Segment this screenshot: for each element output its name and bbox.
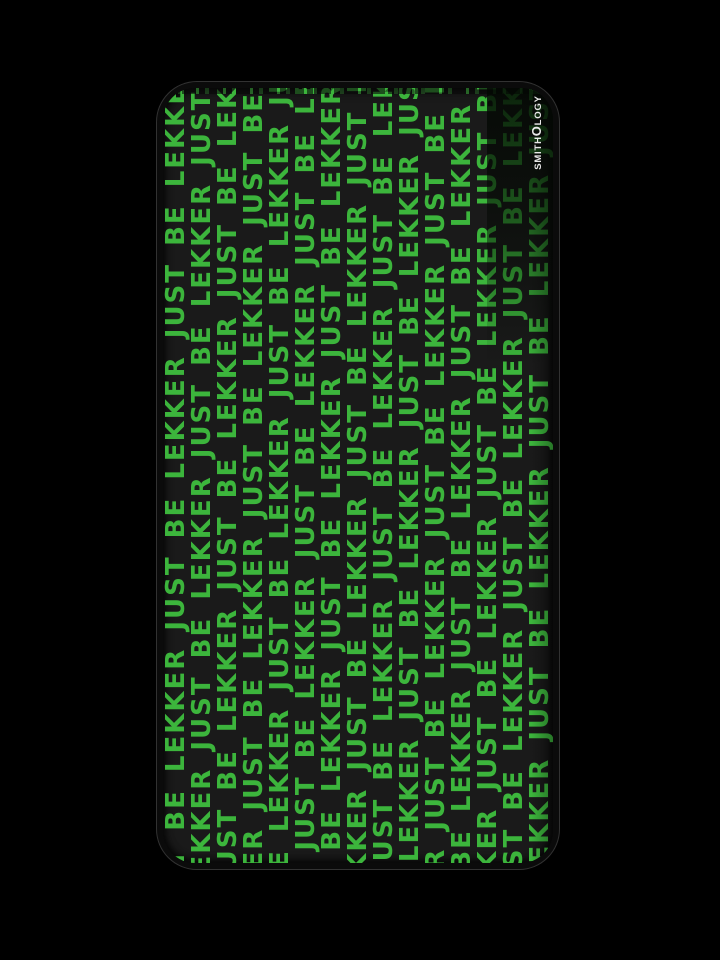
pattern-row: JUST BE LEKKER JUST BE LEKKER JUST BE LE… xyxy=(473,88,503,863)
pattern-row: JUST BE LEKKER JUST BE LEKKER JUST BE LE… xyxy=(525,88,553,863)
pattern-row: JUST BE LEKKER JUST BE LEKKER JUST BE LE… xyxy=(447,88,477,863)
pattern-row: JUST BE LEKKER JUST BE LEKKER JUST BE LE… xyxy=(369,88,399,863)
pattern-row: JUST BE LEKKER JUST BE LEKKER JUST BE LE… xyxy=(163,88,191,863)
pattern-row: JUST BE LEKKER JUST BE LEKKER JUST BE LE… xyxy=(343,88,373,863)
brand-text-part2: LOGY xyxy=(533,95,545,126)
pattern-row: JUST BE LEKKER JUST BE LEKKER JUST BE LE… xyxy=(421,88,451,863)
mousepad: JUST BE LEKKER JUST BE LEKKER JUST BE LE… xyxy=(157,82,559,869)
mousepad-surface: JUST BE LEKKER JUST BE LEKKER JUST BE LE… xyxy=(163,88,553,863)
brand-logo: SMITHOLOGY xyxy=(529,95,544,170)
pattern-row: JUST BE LEKKER JUST BE LEKKER JUST BE LE… xyxy=(213,88,243,863)
brand-text-emphasis-o: O xyxy=(529,125,545,137)
pattern-row: JUST BE LEKKER JUST BE LEKKER JUST BE LE… xyxy=(291,88,321,863)
pattern-row: JUST BE LEKKER JUST BE LEKKER JUST BE LE… xyxy=(317,88,347,863)
brand-text-part1: SMITH xyxy=(533,136,545,170)
pattern-row: JUST BE LEKKER JUST BE LEKKER JUST BE LE… xyxy=(499,88,529,863)
pattern-row: JUST BE LEKKER JUST BE LEKKER JUST BE LE… xyxy=(239,88,269,863)
pattern-row: JUST BE LEKKER JUST BE LEKKER JUST BE LE… xyxy=(395,88,425,863)
pattern-row: JUST BE LEKKER JUST BE LEKKER JUST BE LE… xyxy=(187,88,217,863)
top-edge-curve xyxy=(169,88,547,94)
pattern-row: JUST BE LEKKER JUST BE LEKKER JUST BE LE… xyxy=(265,88,295,863)
pattern: JUST BE LEKKER JUST BE LEKKER JUST BE LE… xyxy=(163,88,553,863)
